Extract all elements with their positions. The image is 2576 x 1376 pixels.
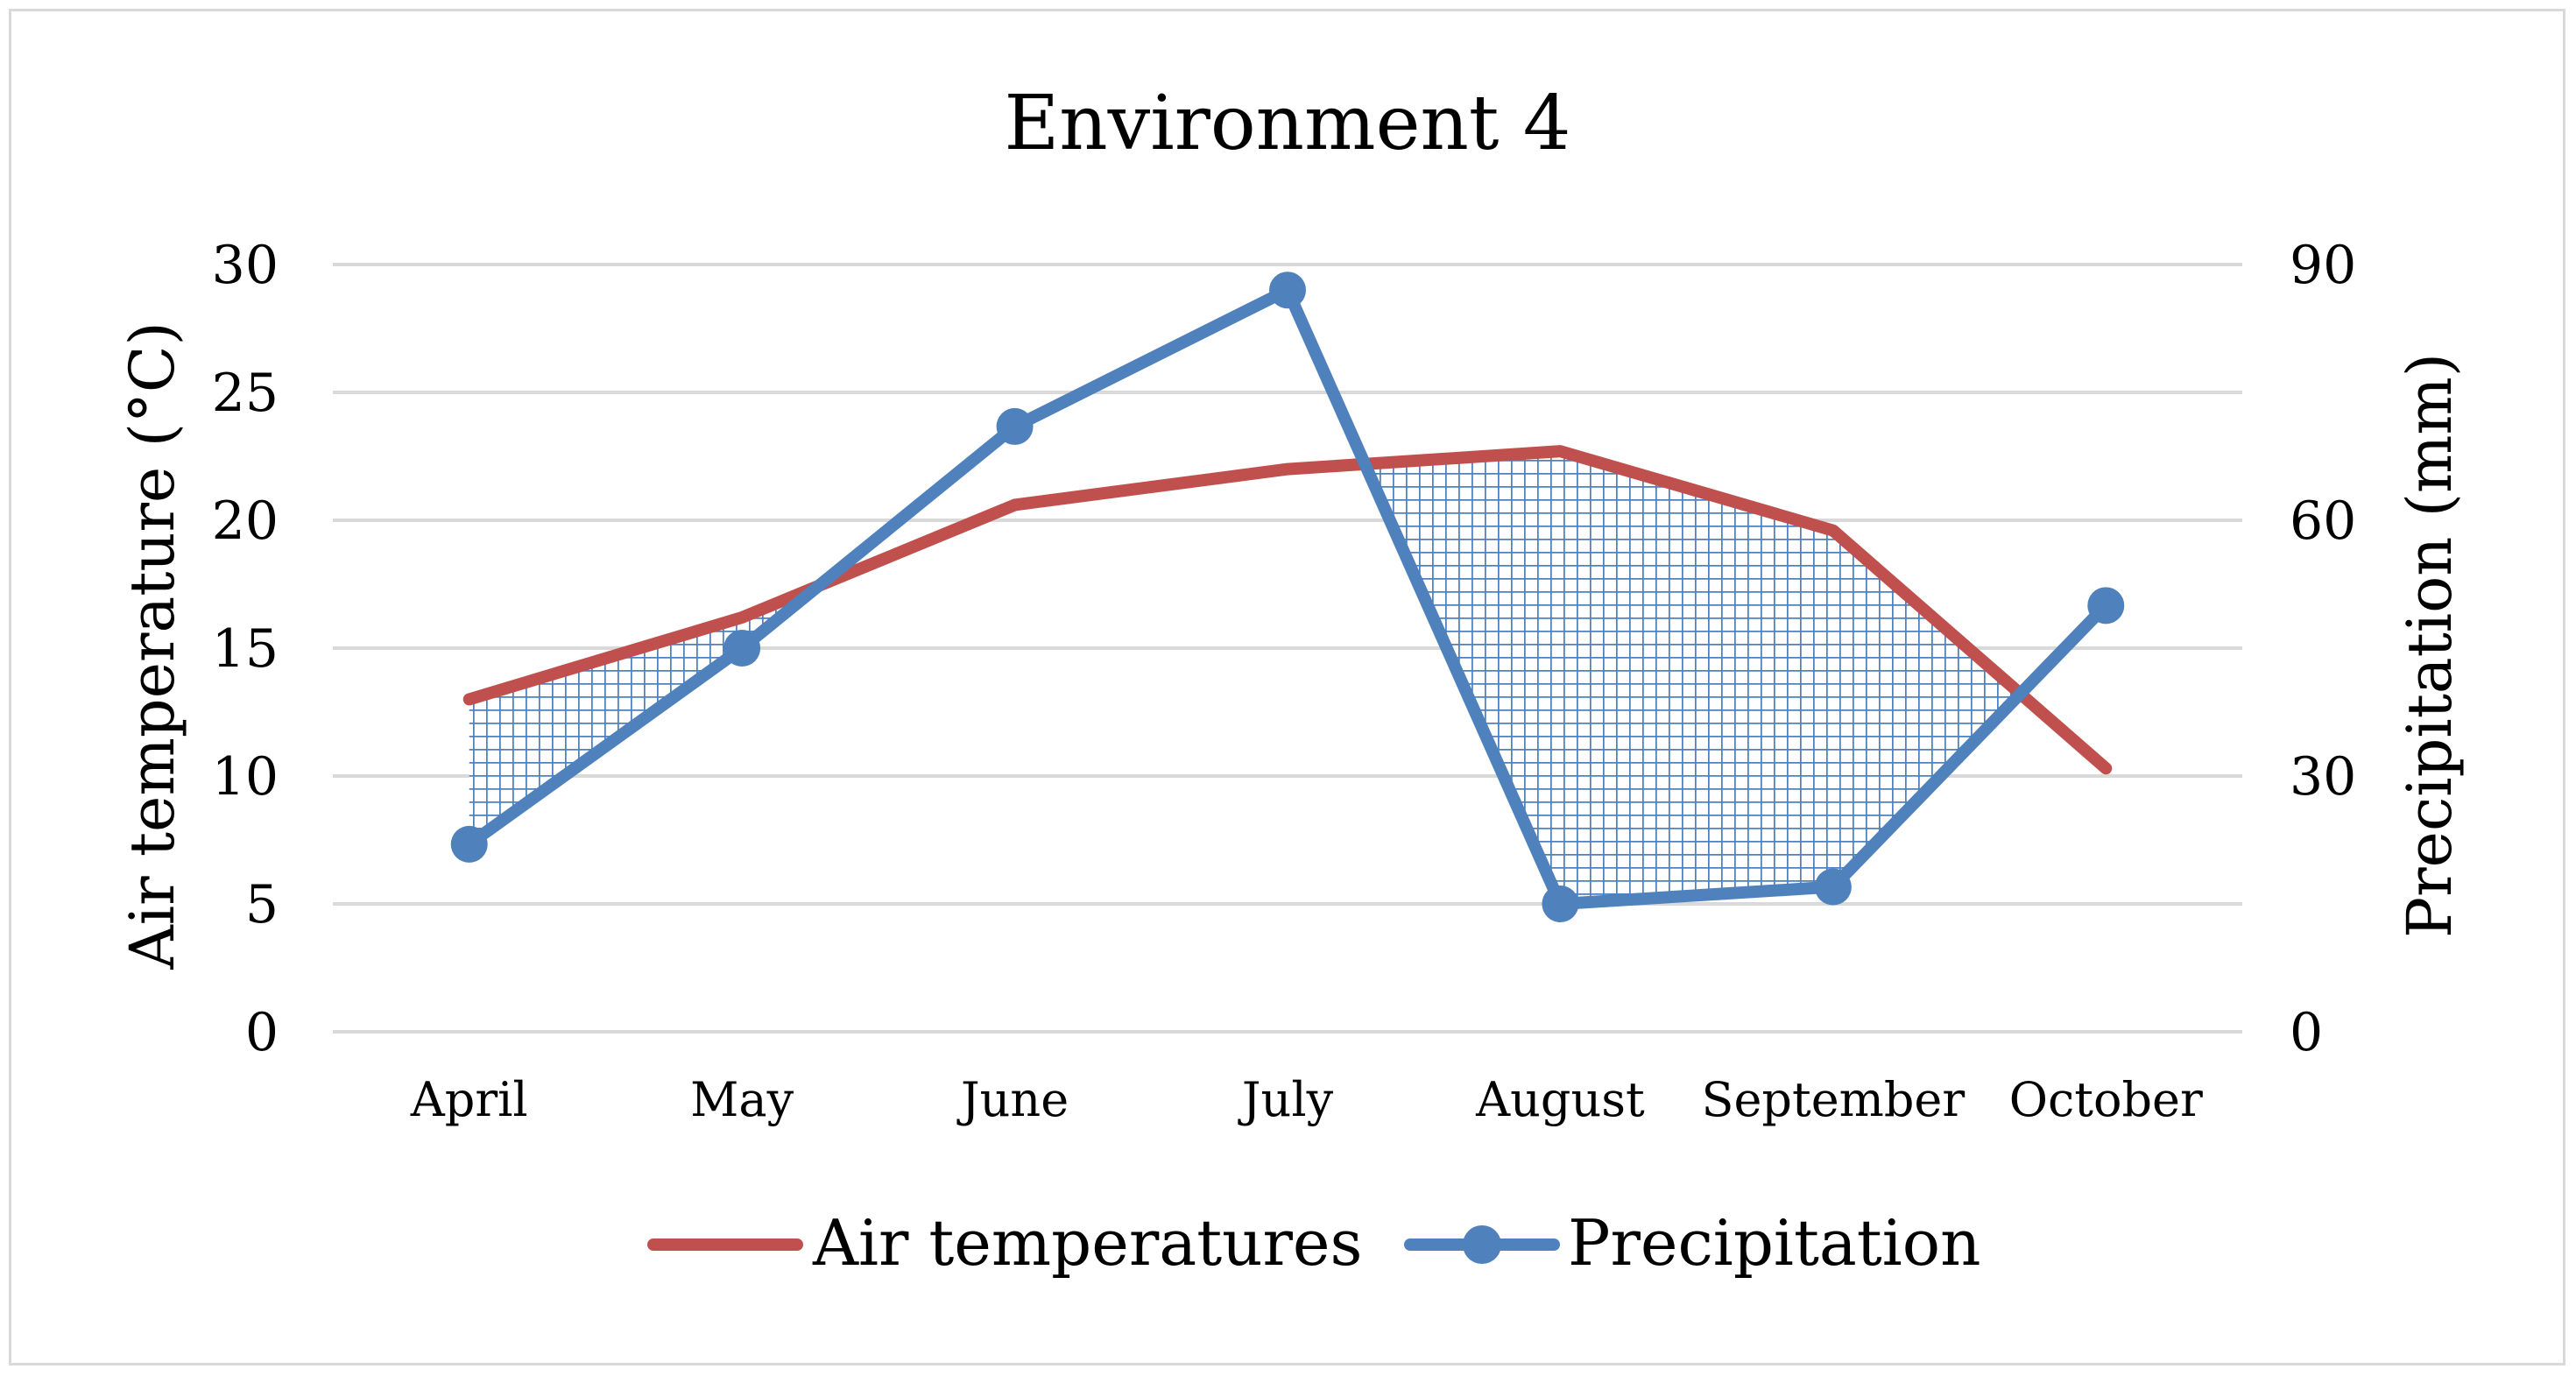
- hatch-polygon: [1365, 451, 2021, 904]
- y-axis-right-title: Precipitation (mm): [2394, 353, 2466, 938]
- series-layer: [450, 272, 2125, 922]
- category-labels: April May June July August September October: [410, 1072, 2203, 1127]
- left-tick-label-15: 15: [212, 618, 279, 680]
- precipitation-point-may: [723, 630, 761, 667]
- legend-marker-precipitation: [1463, 1225, 1501, 1264]
- precipitation-point-october: [2087, 587, 2125, 624]
- right-tick-label-90: 90: [2290, 235, 2356, 296]
- left-tick-label-25: 25: [212, 363, 279, 424]
- right-axis-ticks: 0 30 60 90: [2290, 235, 2356, 1063]
- category-label-april: April: [410, 1072, 528, 1127]
- chart-title: Environment 4: [1005, 80, 1571, 167]
- left-tick-label-20: 20: [212, 490, 279, 552]
- left-tick-label-5: 5: [245, 874, 279, 935]
- chart-frame: [9, 9, 2565, 1365]
- category-label-august: August: [1475, 1072, 1645, 1127]
- precipitation-point-april: [450, 825, 488, 863]
- precipitation-point-july: [1269, 272, 1306, 309]
- y-axis-left-title: Air temperature (°C): [116, 321, 188, 970]
- legend-label-precipitation: Precipitation: [1568, 1206, 1980, 1280]
- category-label-july: July: [1238, 1072, 1334, 1127]
- category-label-may: May: [690, 1072, 794, 1127]
- category-label-october: October: [2009, 1072, 2203, 1127]
- grid-lines: [333, 263, 2242, 1034]
- precipitation-point-september: [1814, 868, 1852, 906]
- right-tick-label-30: 30: [2290, 746, 2356, 808]
- legend-label-air-temperatures: Air temperatures: [812, 1206, 1362, 1280]
- right-tick-label-60: 60: [2290, 490, 2356, 552]
- left-axis-ticks: 0 5 10 15 20 25 30: [212, 235, 279, 1063]
- left-tick-label-30: 30: [212, 235, 279, 296]
- precipitation-point-august: [1542, 886, 1579, 922]
- left-tick-label-0: 0: [245, 1002, 279, 1063]
- series-line-air-temperatures: [462, 445, 2113, 775]
- category-label-september: September: [1701, 1072, 1965, 1127]
- legend: Air temperatures Precipitation: [647, 1206, 1980, 1280]
- right-tick-label-0: 0: [2290, 1002, 2323, 1063]
- precipitation-point-june: [996, 407, 1034, 445]
- left-tick-label-10: 10: [212, 746, 279, 808]
- category-label-june: June: [956, 1072, 1069, 1127]
